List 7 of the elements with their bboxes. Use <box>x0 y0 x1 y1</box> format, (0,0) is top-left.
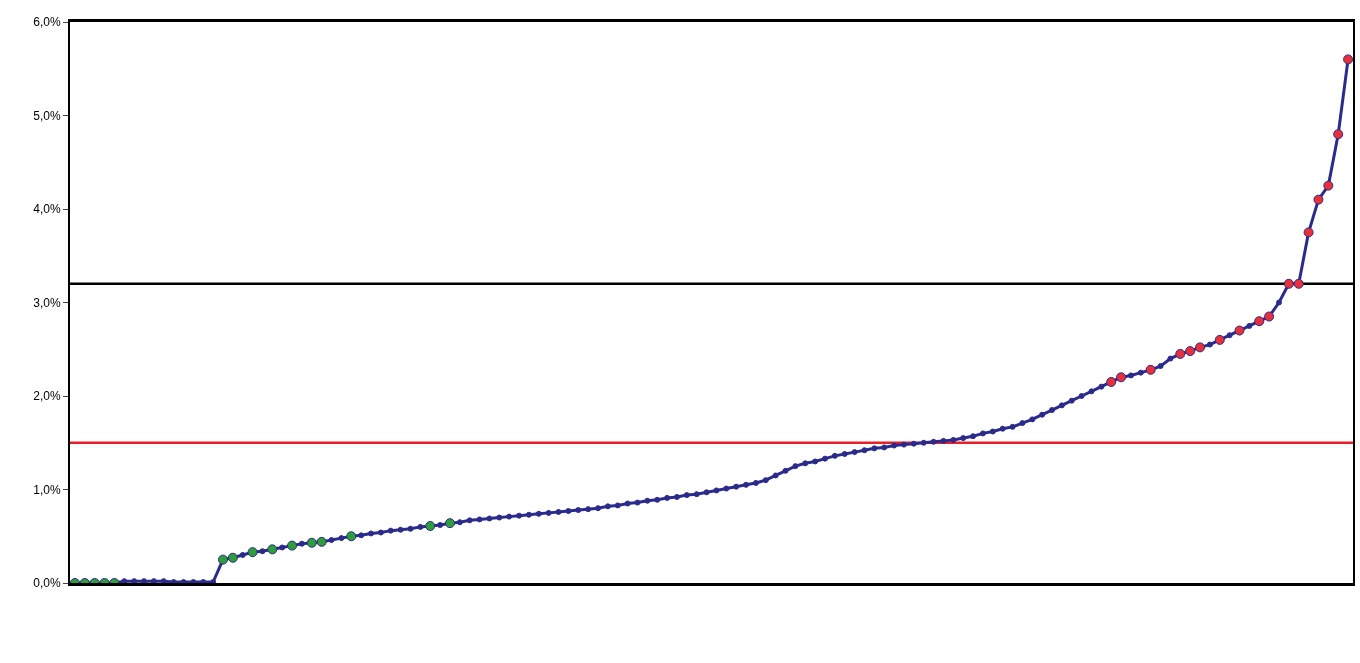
y-tick-label: 2,0% <box>33 389 61 404</box>
y-tick-label: 3,0% <box>33 295 61 310</box>
y-tick-label: 1,0% <box>33 482 61 497</box>
y-tick-label: 4,0% <box>33 202 61 217</box>
y-tick-label: 6,0% <box>33 15 61 30</box>
y-tick-label: 5,0% <box>33 108 61 123</box>
y-tick-label: 0,0% <box>33 576 61 591</box>
